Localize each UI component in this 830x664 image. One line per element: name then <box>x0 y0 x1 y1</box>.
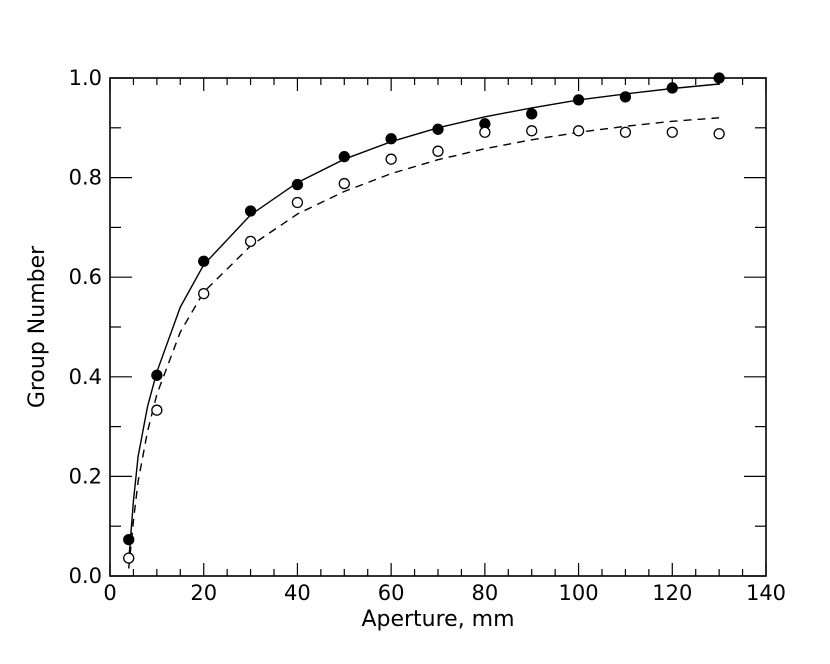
x-tick-label: 120 <box>652 581 692 605</box>
x-axis-title: Aperture, mm <box>361 607 514 632</box>
filled-point <box>572 94 585 106</box>
open-point <box>619 126 632 138</box>
filled-point <box>198 255 210 267</box>
open-point <box>198 287 210 300</box>
x-tick-label: 140 <box>746 581 786 605</box>
tick-label-layer: 0 20 40 60 80 100 120 140 0.0 0.2 0.4 0.6 0.8 1.0 <box>69 66 786 605</box>
filled-point <box>526 108 538 120</box>
filled-point <box>385 133 397 145</box>
open-point <box>526 125 538 137</box>
tick-layer <box>109 77 767 577</box>
x-tick-label: 20 <box>190 581 217 605</box>
y-tick-label: 0.6 <box>69 265 102 289</box>
open-point <box>385 153 397 165</box>
y-tick-label: 0.2 <box>69 464 102 488</box>
filled-point <box>244 205 257 217</box>
x-tick-label: 80 <box>471 581 498 605</box>
x-tick-label: 0 <box>103 581 116 605</box>
filled-point <box>123 533 135 546</box>
filled-point <box>619 91 632 103</box>
x-tick-label: 60 <box>378 581 405 605</box>
open-point <box>291 196 304 209</box>
filled-point <box>338 151 350 163</box>
open-point <box>432 145 444 157</box>
open-point <box>244 235 257 247</box>
filled-point <box>666 82 678 94</box>
y-axis-title: Group Number <box>25 245 50 408</box>
open-point <box>151 404 163 416</box>
y-tick-label: 1.0 <box>69 66 102 90</box>
x-tick-label: 40 <box>284 581 311 605</box>
open-point <box>572 125 585 137</box>
y-tick-label: 0.4 <box>69 365 102 389</box>
plot-frame <box>109 77 767 577</box>
y-tick-label: 0.0 <box>69 564 102 588</box>
filled-point <box>291 178 304 191</box>
open-point <box>479 126 491 138</box>
filled-point <box>151 369 163 381</box>
filled-point <box>713 72 725 84</box>
fit-curve-solid <box>128 83 720 562</box>
open-point <box>123 552 135 564</box>
open-point <box>338 177 350 190</box>
x-tick-label: 100 <box>559 581 599 605</box>
filled-point <box>432 123 444 135</box>
point-layer <box>123 72 725 564</box>
fit-curve-dashed <box>128 117 720 569</box>
open-point <box>666 126 678 138</box>
open-point <box>713 128 725 140</box>
y-tick-label: 0.8 <box>69 166 102 190</box>
curve-layer <box>128 83 720 569</box>
